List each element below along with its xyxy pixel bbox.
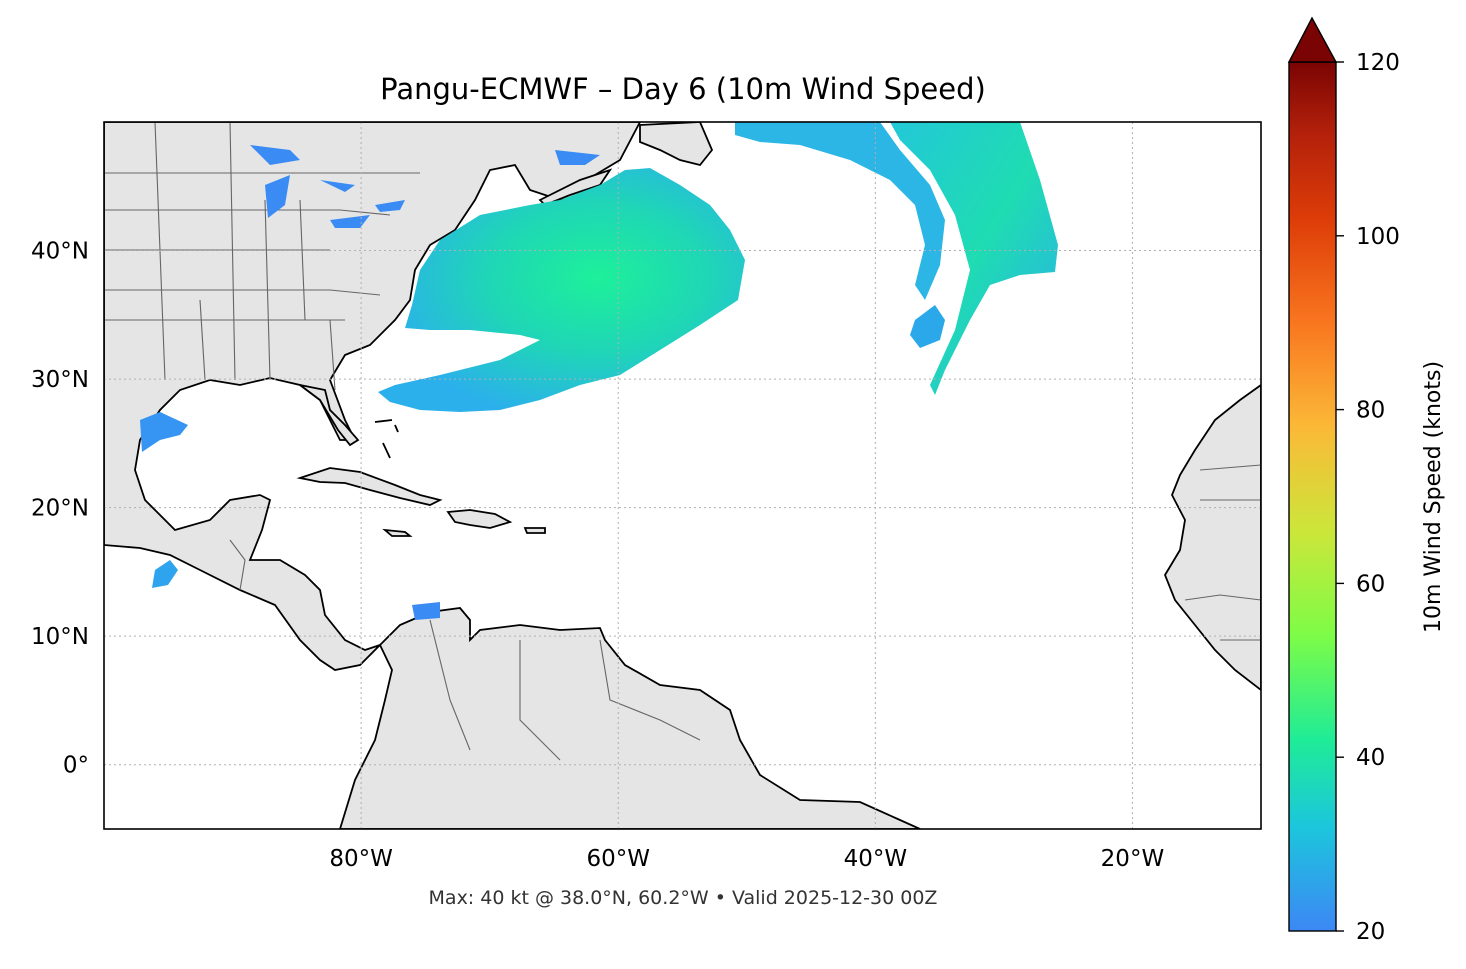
north-america-landmass <box>104 122 642 671</box>
colorbar: 20 40 60 80 100 120 10m Wind Speed (knots) <box>1287 16 1446 945</box>
map-area <box>104 122 1261 829</box>
small-patch-caribbean <box>412 602 440 620</box>
x-tick-label: 80°W <box>329 846 393 872</box>
south-america-landmass <box>339 607 921 829</box>
map-frame <box>103 121 1262 830</box>
footer-info: Max: 40 kt @ 38.0°N, 60.2°W • Valid 2025… <box>429 887 938 909</box>
bahamas <box>374 419 399 459</box>
y-axis-ticks: 40°N 30°N 20°N 10°N 0° <box>31 239 89 779</box>
colorbar-bar <box>1288 61 1337 932</box>
jamaica <box>382 528 413 537</box>
colorbar-tick-label: 60 <box>1356 571 1385 597</box>
colorbar-tick-label: 80 <box>1356 398 1385 424</box>
wind-speed-field <box>140 122 1058 620</box>
small-patch-mid-atlantic <box>910 305 945 348</box>
puerto-rico <box>523 527 546 534</box>
y-tick-label: 40°N <box>31 239 89 265</box>
y-tick-label: 20°N <box>31 496 89 522</box>
y-tick-label: 0° <box>63 753 89 779</box>
cuba <box>296 467 443 506</box>
colorbar-extend-arrow <box>1287 16 1338 63</box>
x-axis-ticks: 80°W 60°W 40°W 20°W <box>329 846 1164 872</box>
x-tick-label: 20°W <box>1101 846 1165 872</box>
hispaniola <box>446 509 513 529</box>
africa-landmass <box>1163 383 1261 692</box>
colorbar-tick-label: 120 <box>1356 50 1400 76</box>
x-tick-label: 40°W <box>844 846 908 872</box>
colorbar-tick-label: 20 <box>1356 919 1385 945</box>
y-tick-label: 10°N <box>31 624 89 650</box>
map-title: Pangu-ECMWF – Day 6 (10m Wind Speed) <box>380 72 986 106</box>
colorbar-ticks: 20 40 60 80 100 120 <box>1336 50 1400 945</box>
newfoundland <box>639 122 714 167</box>
small-patch-great-lakes <box>250 145 600 228</box>
florida <box>299 384 360 447</box>
x-tick-label: 60°W <box>586 846 650 872</box>
colorbar-tick-label: 100 <box>1356 224 1400 250</box>
small-patch-gulf <box>140 412 188 452</box>
atlantic-storm-swath <box>378 168 745 412</box>
north-atlantic-band-inner <box>735 122 945 300</box>
political-borders <box>104 122 1261 761</box>
colorbar-tick-label: 40 <box>1356 745 1385 771</box>
colorbar-label: 10m Wind Speed (knots) <box>1421 361 1446 633</box>
small-patch-pacific <box>152 560 178 588</box>
y-tick-label: 30°N <box>31 367 89 393</box>
north-atlantic-band-outer <box>890 122 1058 395</box>
